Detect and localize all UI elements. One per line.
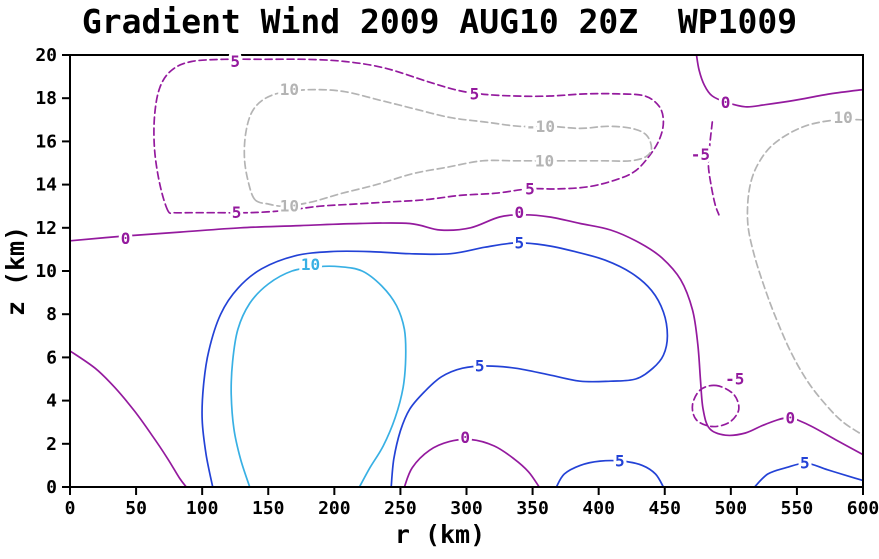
contour-label: 0	[721, 93, 731, 112]
contour-label: 10	[280, 80, 299, 99]
contour-label: -5	[691, 145, 710, 164]
contour-label: 0	[515, 203, 525, 222]
x-tick-label: 500	[715, 498, 748, 519]
contour-label: 5	[470, 84, 480, 103]
contour-line-zero-main	[69, 213, 864, 456]
x-tick-label: 150	[252, 498, 285, 519]
y-tick-label: 16	[35, 131, 57, 152]
y-tick-label: 12	[35, 218, 57, 239]
y-tick-label: 14	[35, 175, 57, 196]
y-tick-label: 8	[46, 304, 57, 325]
contour-line-five-lower-right	[753, 462, 864, 488]
y-tick-label: 2	[46, 434, 57, 455]
contour-line-ten-dashed-right	[746, 118, 864, 437]
y-tick-label: 20	[35, 45, 57, 66]
contour-label: 5	[475, 357, 485, 376]
contour-label: 10	[301, 255, 320, 274]
y-tick-label: 6	[46, 347, 57, 368]
contour-line-neg5-dashed-trough	[707, 121, 720, 216]
contour-line-five-dashed-upper	[153, 58, 665, 215]
contour-label: 0	[785, 408, 795, 427]
x-tick-label: 350	[516, 498, 549, 519]
contour-label: 0	[121, 229, 131, 248]
y-tick-label: 18	[35, 88, 57, 109]
contour-label: 10	[834, 108, 853, 127]
y-axis-label: z (km)	[1, 226, 30, 316]
contour-label: 5	[232, 203, 242, 222]
chart-title: Gradient Wind 2009 AUG10 20Z WP1009	[81, 2, 798, 41]
contour-label: 10	[535, 151, 554, 170]
x-tick-label: 50	[125, 498, 147, 519]
x-tick-label: 550	[781, 498, 814, 519]
x-axis-label: r (km)	[395, 520, 485, 549]
contour-line-five-main	[201, 241, 669, 488]
contour-label: -5	[725, 370, 744, 389]
contour-line-ten-dashed-upper	[243, 88, 653, 208]
x-tick-label: 450	[648, 498, 681, 519]
contour-label: 5	[800, 454, 810, 473]
x-tick-label: 100	[186, 498, 219, 519]
contour-line-five-surface-bump	[555, 459, 665, 488]
contour-label: 5	[230, 52, 240, 71]
y-tick-label: 0	[46, 477, 57, 498]
contour-label: 0	[460, 428, 470, 447]
x-tick-label: 400	[582, 498, 615, 519]
contour-label: 5	[615, 452, 625, 471]
x-tick-label: 200	[318, 498, 351, 519]
x-tick-label: 600	[847, 498, 879, 519]
x-tick-label: 0	[65, 498, 76, 519]
contour-line-ten-core	[230, 265, 407, 488]
y-tick-label: 10	[35, 261, 57, 282]
contour-line-neg5-dashed-cell	[691, 384, 740, 428]
y-tick-label: 4	[46, 391, 57, 412]
contour-line-zero-surface-notch	[403, 438, 541, 488]
axes: 0 50 100 150 200 250 300 350 400 450 500 550 6000246…	[35, 45, 879, 519]
contour-label: 10	[280, 197, 299, 216]
contour-label: -10	[526, 117, 555, 136]
x-tick-label: 250	[384, 498, 417, 519]
contour-line-zero-upper-right	[695, 54, 864, 108]
contour-label: 5	[515, 233, 525, 252]
contour-lines	[69, 54, 864, 488]
x-tick-label: 300	[450, 498, 483, 519]
contour-line-zero-lower-left	[69, 350, 188, 488]
contour-label: 5	[525, 179, 535, 198]
